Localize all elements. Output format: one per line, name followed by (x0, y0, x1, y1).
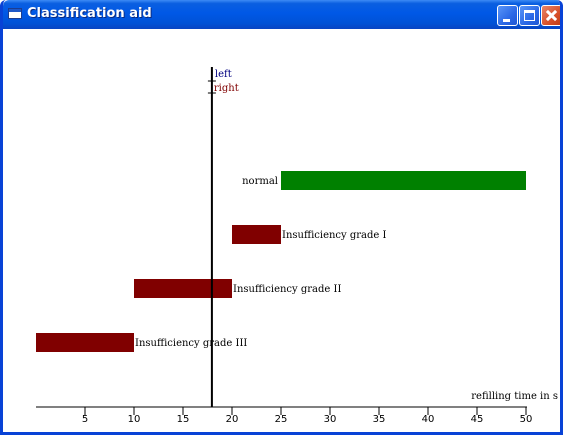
classification-bar (281, 171, 526, 190)
x-tick-label: 40 (422, 414, 435, 425)
x-tick-label: 25 (275, 414, 288, 425)
marker-left-label: left (215, 69, 232, 80)
classification-bar (232, 225, 281, 244)
minimize-icon (503, 19, 510, 22)
classification-bar (36, 333, 134, 352)
classification-bars: normal Insufficiency grade I Insufficiency… (36, 171, 526, 352)
bar-label: normal (242, 176, 278, 187)
x-tick-label: 30 (324, 414, 337, 425)
bar-label: Insufficiency grade III (135, 338, 247, 349)
x-tick-label: 15 (177, 414, 190, 425)
marker-right-label: right (214, 83, 239, 94)
x-tick-label: 45 (471, 414, 484, 425)
maximize-button[interactable] (519, 5, 540, 26)
measurement-marker: left right (207, 67, 239, 407)
x-tick-label: 20 (226, 414, 239, 425)
x-tick-label: 50 (520, 414, 533, 425)
x-tick-label: 10 (128, 414, 141, 425)
maximize-icon (524, 10, 535, 21)
window-app-icon (8, 8, 22, 19)
x-tick-label: 35 (373, 414, 386, 425)
window-title: Classification aid (27, 6, 152, 21)
x-tick-label: 5 (82, 414, 88, 425)
minimize-button[interactable] (497, 5, 518, 26)
x-axis-ticks: 5 10 15 20 25 30 35 40 45 50 (82, 407, 533, 425)
x-axis-label: refilling time in s (471, 391, 558, 402)
classification-bar (134, 279, 232, 298)
bar-label: Insufficiency grade II (233, 284, 341, 295)
close-button[interactable] (541, 5, 560, 26)
title-bar[interactable]: Classification aid (3, 0, 560, 29)
bar-label: Insufficiency grade I (282, 230, 386, 241)
